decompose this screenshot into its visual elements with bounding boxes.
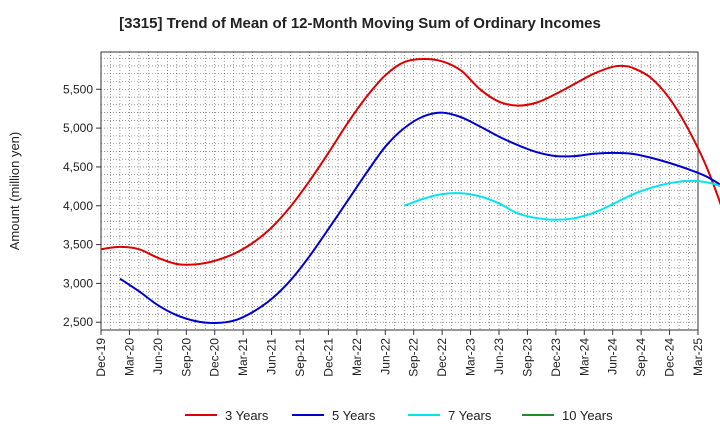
x-tick-label: Jun-21 — [265, 338, 279, 375]
series-lines — [100, 57, 720, 325]
y-tick-label: 3,500 — [63, 238, 93, 252]
legend-label-7-years: 7 Years — [448, 408, 492, 423]
y-axis-ticks: 2,500 3,000 3,500 4,000 4,500 5,000 5,500 — [63, 82, 101, 329]
plot-area — [100, 51, 699, 331]
x-tick-label: Mar-25 — [691, 338, 705, 376]
x-tick-label: Jun-23 — [492, 338, 506, 375]
x-tick-label: Dec-23 — [549, 338, 563, 377]
x-tick-label: Mar-22 — [350, 338, 364, 376]
grid-lines — [101, 52, 698, 330]
y-tick-label: 3,000 — [63, 276, 93, 290]
x-tick-label: Sep-21 — [293, 338, 307, 377]
series-line-3-years — [100, 57, 720, 266]
x-tick-label: Mar-21 — [236, 338, 250, 376]
x-tick-label: Sep-23 — [520, 338, 534, 377]
x-tick-label: Dec-20 — [208, 338, 222, 377]
y-tick-label: 4,000 — [63, 199, 93, 213]
x-tick-label: Dec-24 — [663, 338, 677, 377]
x-tick-label: Jun-20 — [151, 338, 165, 375]
y-tick-label: 5,000 — [63, 121, 93, 135]
series-line-5-years — [119, 111, 720, 325]
y-tick-label: 5,500 — [63, 82, 93, 96]
legend: 3 Years 5 Years 7 Years 10 Years — [185, 408, 613, 423]
y-tick-label: 2,500 — [63, 315, 93, 329]
legend-label-5-years: 5 Years — [332, 408, 376, 423]
x-tick-label: Jun-22 — [378, 338, 392, 375]
x-axis-ticks: Dec-19 Mar-20 Jun-20 Sep-20 Dec-20 Mar-21 Jun-… — [94, 330, 705, 377]
x-tick-label: Sep-22 — [407, 338, 421, 377]
x-tick-label: Dec-19 — [94, 338, 108, 377]
x-tick-label: Sep-24 — [634, 338, 648, 377]
x-tick-label: Sep-20 — [179, 338, 193, 377]
x-tick-label: Dec-22 — [435, 338, 449, 377]
x-tick-label: Mar-23 — [464, 338, 478, 376]
x-tick-label: Mar-20 — [122, 338, 136, 376]
y-axis-label: Amount (million yen) — [7, 132, 22, 251]
series-line-7-years — [403, 179, 720, 221]
x-tick-label: Jun-24 — [606, 338, 620, 375]
x-tick-label: Dec-21 — [321, 338, 335, 377]
legend-label-3-years: 3 Years — [225, 408, 269, 423]
chart-title: [3315] Trend of Mean of 12-Month Moving … — [119, 15, 601, 32]
y-tick-label: 4,500 — [63, 160, 93, 174]
x-tick-label: Mar-24 — [577, 338, 591, 376]
legend-label-10-years: 10 Years — [562, 408, 613, 423]
